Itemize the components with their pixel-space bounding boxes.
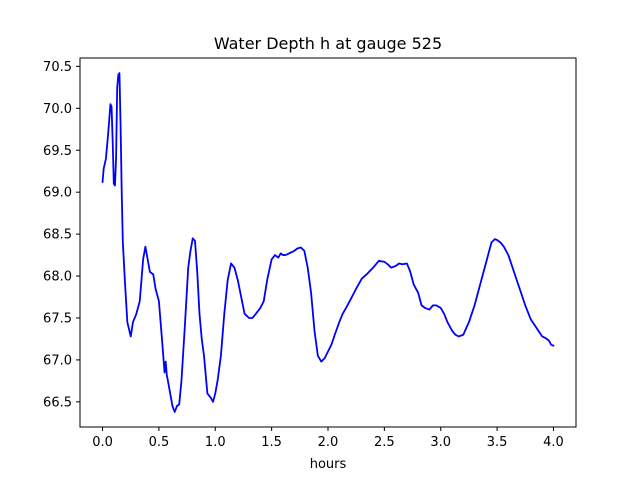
x-tick-label: 3.0 (430, 435, 451, 450)
x-tick-label: 2.0 (318, 435, 339, 450)
x-tick-label: 1.5 (261, 435, 282, 450)
x-tick-label: 4.0 (543, 435, 564, 450)
y-tick-label: 67.0 (43, 353, 72, 368)
y-axis-ticks: 66.5 67.0 67.5 68.0 68.5 69.0 69.5 70.0 70.5 (43, 60, 80, 410)
chart-title: Water Depth h at gauge 525 (214, 34, 442, 53)
y-tick-label: 70.5 (43, 60, 72, 75)
x-tick-label: 0.5 (149, 435, 170, 450)
y-tick-label: 70.0 (43, 102, 72, 117)
x-tick-label: 1.0 (205, 435, 226, 450)
y-tick-label: 69.0 (43, 186, 72, 201)
x-tick-label: 2.5 (374, 435, 395, 450)
x-tick-label: 0.0 (92, 435, 113, 450)
y-tick-label: 69.5 (43, 144, 72, 159)
y-tick-label: 67.5 (43, 311, 72, 326)
y-tick-label: 68.5 (43, 228, 72, 243)
y-tick-label: 66.5 (43, 395, 72, 410)
series-group (101, 72, 555, 413)
y-tick-label: 68.0 (43, 270, 72, 285)
x-tick-label: 3.5 (487, 435, 508, 450)
series-line (101, 72, 555, 413)
x-axis-ticks: 0.0 0.5 1.0 1.5 2.0 2.5 3.0 3.5 4.0 (92, 427, 564, 450)
x-axis-label: hours (310, 457, 347, 472)
